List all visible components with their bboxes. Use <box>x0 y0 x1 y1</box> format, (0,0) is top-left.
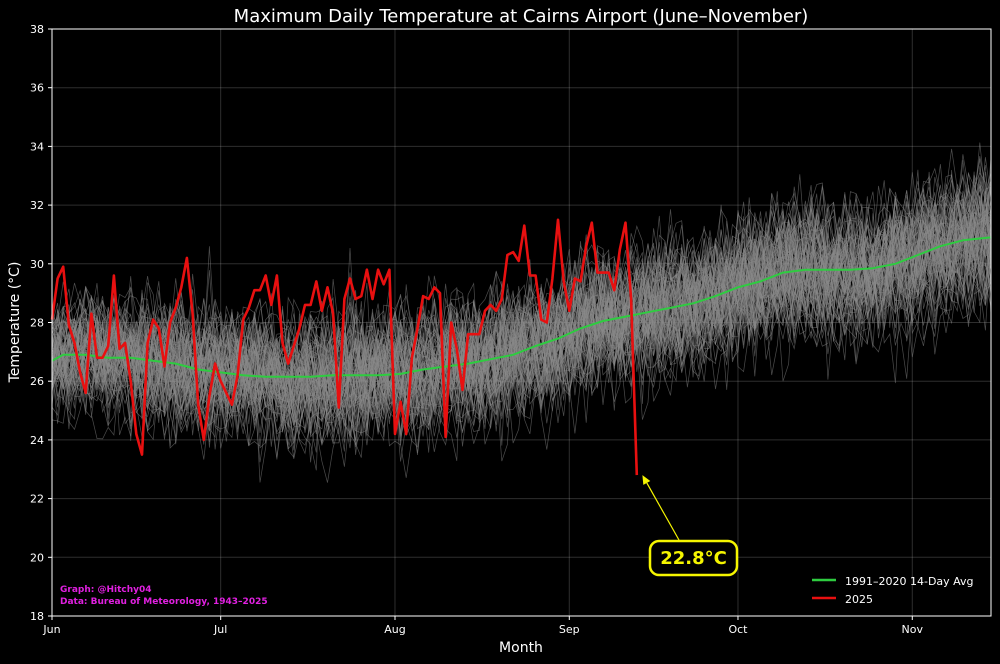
y-tick-label: 20 <box>30 551 44 564</box>
x-tick-label: Jul <box>213 623 227 636</box>
historical-year-line <box>51 172 992 437</box>
x-tick-label: Nov <box>902 623 924 636</box>
y-tick-label: 38 <box>30 23 44 36</box>
annotation-arrow <box>646 482 680 541</box>
historical-year-line <box>52 179 992 432</box>
historical-year-line <box>51 154 992 430</box>
legend-label-2025: 2025 <box>845 593 873 606</box>
y-tick-label: 28 <box>30 317 44 330</box>
historical-year-line <box>51 180 992 441</box>
axes: 18 20 22 24 26 28 30 32 34 36 38 Jun Jul Aug Sep Oct Nov <box>30 23 924 636</box>
historical-year-line <box>51 193 992 455</box>
historical-year-line <box>51 185 992 449</box>
annotation-label: 22.8°C <box>660 548 727 569</box>
y-tick-label: 30 <box>30 258 44 271</box>
historical-year-line <box>51 192 992 426</box>
y-tick-label: 32 <box>30 199 44 212</box>
legend: 1991–2020 14-Day Avg 2025 <box>812 575 974 606</box>
annotation: 22.8°C <box>642 475 739 577</box>
y-tick-label: 24 <box>30 434 44 447</box>
y-tick-label: 36 <box>30 82 44 95</box>
y-tick-label: 18 <box>30 610 44 623</box>
chart-title: Maximum Daily Temperature at Cairns Airp… <box>234 6 809 27</box>
historical-year-line <box>51 169 992 446</box>
y-tick-label: 26 <box>30 375 44 388</box>
x-axis-label: Month <box>499 640 543 656</box>
series-lines <box>50 218 992 476</box>
credit-graph: Graph: @Hitchy04 <box>60 585 152 595</box>
y-tick-label: 34 <box>30 140 44 153</box>
annotation-box <box>648 539 739 577</box>
avg-14day-line <box>51 236 992 378</box>
historical-year-line <box>51 192 992 434</box>
y-tick-label: 22 <box>30 493 44 506</box>
x-tick-label: Aug <box>384 623 405 636</box>
legend-label-avg: 1991–2020 14-Day Avg <box>845 575 974 588</box>
historical-lines <box>51 142 992 483</box>
historical-year-line <box>51 169 992 425</box>
credit-data: Data: Bureau of Meteorology, 1943–2025 <box>60 597 268 607</box>
x-tick-label: Jun <box>42 623 60 636</box>
x-tick-label: Oct <box>728 623 748 636</box>
historical-year-line <box>51 198 992 439</box>
year-2025-line <box>50 218 639 476</box>
y-axis-label: Temperature (°C) <box>7 262 23 384</box>
historical-year-line <box>51 194 992 454</box>
historical-year-line <box>51 174 992 432</box>
annotation-arrow-head <box>642 475 651 485</box>
x-tick-label: Sep <box>559 623 580 636</box>
historical-year-line <box>51 204 992 431</box>
